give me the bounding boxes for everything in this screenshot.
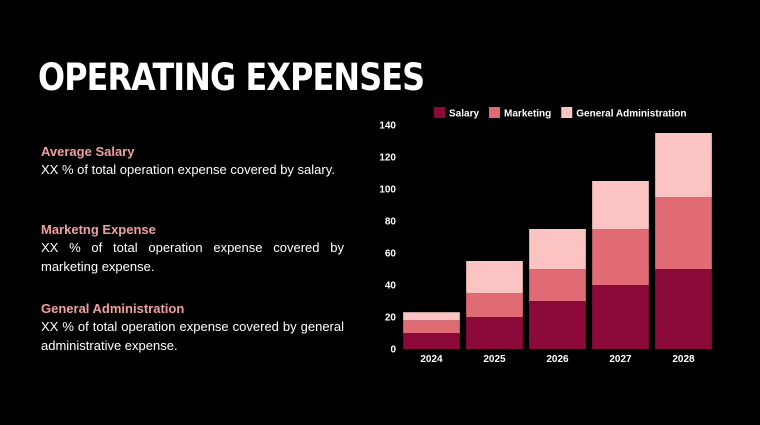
y-tick-label-0: 0 [390,345,396,356]
bar-general-administration-2028 [655,133,712,197]
y-tick-label-80: 80 [385,217,397,228]
x-tick-label-2026: 2026 [546,354,569,365]
bar-marketing-2027 [592,229,649,285]
bar-marketing-2026 [529,269,586,301]
marketing-description: XX % of total operation expense covered … [41,240,344,274]
legend-label-general-administration: General Administration [576,109,686,120]
bar-general-administration-2024 [403,312,460,321]
bar-general-administration-2027 [592,181,649,229]
x-tick-label-2025: 2025 [483,354,506,365]
x-tick-label-2024: 2024 [420,354,443,365]
bar-marketing-2024 [403,320,460,333]
legend-label-salary: Salary [449,109,479,120]
bar-salary-2028 [655,269,712,349]
salary-section: Average Salary XX % of total operation e… [41,143,344,179]
legend-swatch-general-administration [561,107,573,118]
stacked-bar-chart: 0 20 40 60 80 100 120 140 2024 2025 2026 2027 2028 Sa… [379,107,712,365]
y-tick-label-60: 60 [385,249,397,260]
marketing-heading: Marketng Expense [41,222,156,237]
y-tick-label-20: 20 [385,313,397,324]
page-title: OPERATING EXPENSES [38,56,425,99]
legend-swatch-salary [434,107,445,118]
y-tick-label-100: 100 [379,185,396,196]
general-admin-section: General Administration XX % of total ope… [41,300,344,355]
bar-marketing-2025 [466,293,523,317]
bar-marketing-2028 [655,197,712,269]
bar-salary-2026 [529,301,586,349]
x-tick-label-2028: 2028 [672,354,695,365]
bar-general-administration-2026 [529,229,586,269]
y-tick-label-40: 40 [385,281,397,292]
legend-label-marketing: Marketing [504,109,551,120]
legend-swatch-marketing [489,107,501,118]
salary-heading: Average Salary [41,144,135,159]
y-tick-label-140: 140 [379,121,396,132]
general-admin-heading: General Administration [41,301,185,316]
general-admin-description: XX % of total operation expense covered … [41,319,344,353]
marketing-section: Marketng Expense XX % of total operation… [41,221,344,276]
x-tick-label-2027: 2027 [609,354,632,365]
bar-salary-2024 [403,333,460,349]
y-tick-label-120: 120 [379,153,396,164]
bar-salary-2027 [592,285,649,349]
salary-description: XX % of total operation expense covered … [41,162,335,177]
bar-general-administration-2025 [466,261,523,293]
bar-salary-2025 [466,317,523,349]
